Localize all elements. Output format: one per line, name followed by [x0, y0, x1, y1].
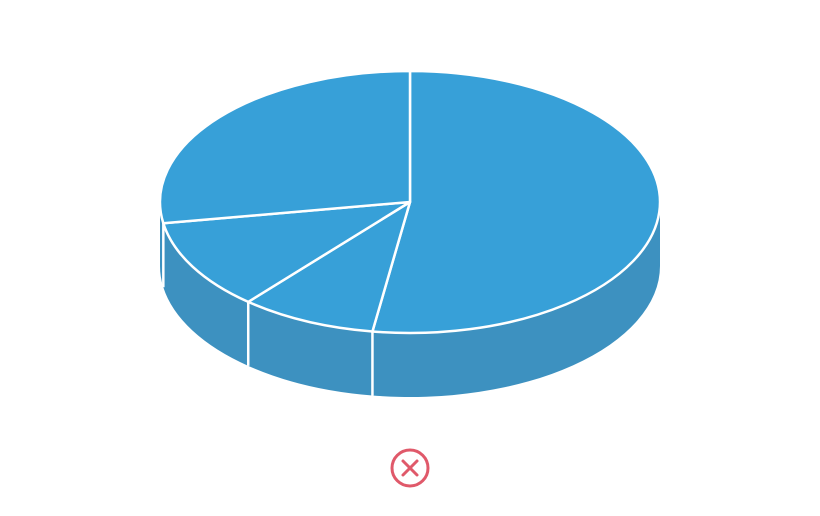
pie-slice-4 — [158, 69, 412, 225]
pie-slice-2 — [246, 200, 412, 333]
close-button[interactable] — [390, 448, 430, 488]
close-circle-icon — [390, 448, 430, 488]
pie-slice-side-1 — [372, 202, 660, 397]
pie-slice-side-2 — [248, 301, 373, 396]
pie-slice-3 — [162, 200, 412, 304]
pie-slice-1 — [371, 69, 662, 335]
